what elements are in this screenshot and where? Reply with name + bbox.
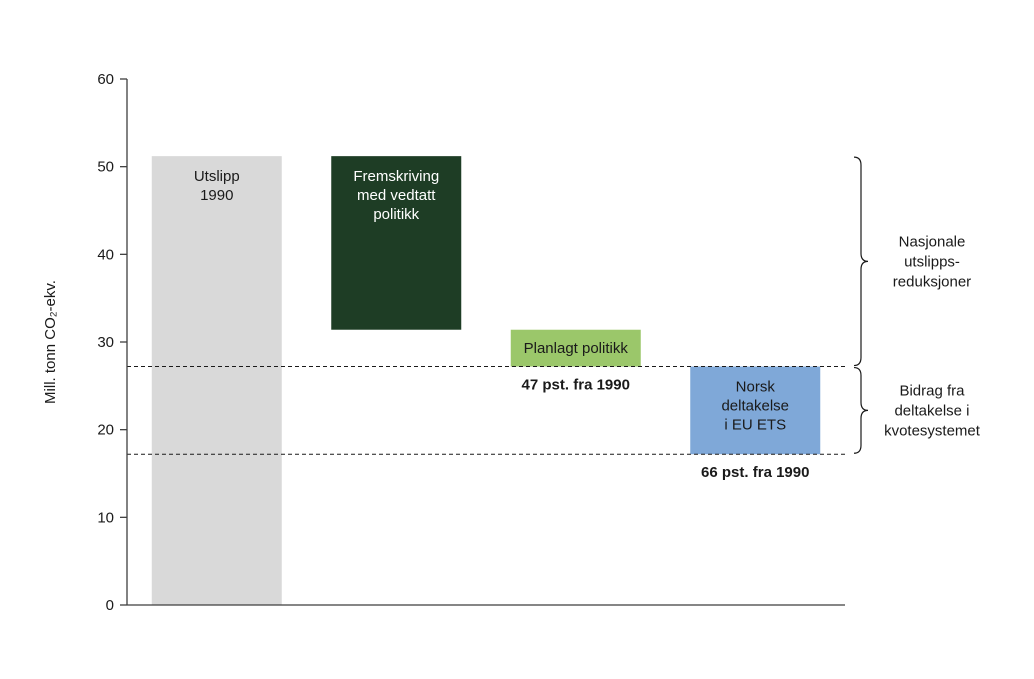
y-tick-label: 30 bbox=[97, 334, 114, 351]
brace-label-0: utslipps- bbox=[904, 253, 960, 270]
bar-label-fremskriving-med-vedtatt-politikk: Fremskriving bbox=[353, 168, 439, 185]
y-tick-label: 0 bbox=[106, 597, 114, 614]
curly-brace-1 bbox=[853, 366, 869, 454]
y-tick-label: 20 bbox=[97, 422, 114, 439]
bar-label-planlagt-politikk: Planlagt politikk bbox=[524, 340, 629, 357]
y-tick-label: 10 bbox=[97, 509, 114, 526]
brace-label-1: kvotesystemet bbox=[884, 422, 981, 439]
bar-utslipp-1990 bbox=[151, 156, 282, 605]
y-tick-label: 50 bbox=[97, 159, 114, 176]
bar-annotation-norsk-deltakelse-i-eu-ets: 66 pst. fra 1990 bbox=[701, 464, 809, 481]
bar-label-fremskriving-med-vedtatt-politikk: med vedtatt bbox=[357, 187, 436, 204]
bar-fremskriving-med-vedtatt-politikk bbox=[331, 156, 462, 330]
bar-label-norsk-deltakelse-i-eu-ets: deltakelse bbox=[721, 398, 789, 415]
bar-planlagt-politikk bbox=[510, 329, 641, 367]
bar-label-utslipp-1990: Utslipp bbox=[194, 168, 240, 185]
y-tick-label: 40 bbox=[97, 246, 114, 263]
bar-label-fremskriving-med-vedtatt-politikk: politikk bbox=[373, 206, 419, 223]
brace-label-0: reduksjoner bbox=[893, 273, 971, 290]
brace-label-1: deltakelse i bbox=[894, 402, 969, 419]
brace-label-0: Nasjonale bbox=[899, 233, 966, 250]
bar-annotation-planlagt-politikk: 47 pst. fra 1990 bbox=[522, 377, 630, 394]
brace-label-1: Bidrag fra bbox=[899, 382, 965, 399]
y-tick-label: 60 bbox=[97, 71, 114, 88]
curly-brace-0 bbox=[853, 156, 869, 367]
bar-label-norsk-deltakelse-i-eu-ets: Norsk bbox=[736, 379, 776, 396]
bar-norsk-deltakelse-i-eu-ets bbox=[690, 366, 821, 455]
bar-label-utslipp-1990: 1990 bbox=[200, 187, 233, 204]
y-axis-title: Mill. tonn CO₂-ekv. bbox=[42, 280, 59, 404]
bar-label-norsk-deltakelse-i-eu-ets: i EU ETS bbox=[724, 417, 786, 434]
